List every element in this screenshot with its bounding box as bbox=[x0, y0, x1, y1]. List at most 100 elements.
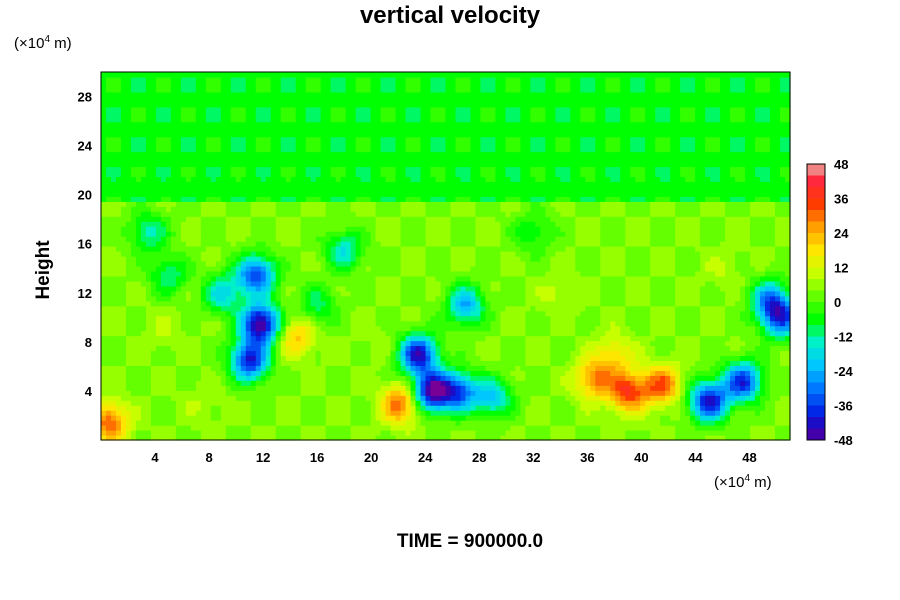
heatmap-cell bbox=[255, 156, 262, 163]
heatmap-cell bbox=[390, 146, 397, 153]
heatmap-cell bbox=[195, 191, 202, 197]
heatmap-cell bbox=[360, 380, 367, 386]
heatmap-cell bbox=[135, 131, 142, 138]
heatmap-cell bbox=[200, 111, 207, 118]
heatmap-cell bbox=[335, 425, 342, 431]
heatmap-cell bbox=[170, 176, 177, 182]
heatmap-cell bbox=[260, 330, 267, 337]
heatmap-cell bbox=[265, 380, 272, 386]
heatmap-cell bbox=[120, 365, 127, 371]
heatmap-cell bbox=[220, 285, 227, 292]
heatmap-cell bbox=[155, 275, 162, 282]
heatmap-cell bbox=[105, 166, 112, 173]
heatmap-cell bbox=[105, 355, 112, 362]
heatmap-cell bbox=[120, 161, 127, 168]
heatmap-cell bbox=[330, 315, 337, 322]
heatmap-cell bbox=[280, 181, 287, 187]
heatmap-cell bbox=[105, 116, 112, 123]
heatmap-cell bbox=[130, 395, 137, 401]
heatmap-cell bbox=[360, 111, 367, 118]
heatmap-cell bbox=[110, 405, 117, 411]
heatmap-cell bbox=[430, 295, 437, 302]
heatmap-cell bbox=[330, 256, 337, 262]
heatmap-cell bbox=[330, 280, 337, 287]
heatmap-cell bbox=[101, 300, 107, 307]
heatmap-cell bbox=[170, 405, 177, 411]
heatmap-cell bbox=[420, 151, 427, 158]
heatmap-cell bbox=[185, 335, 192, 342]
heatmap-cell bbox=[285, 221, 292, 227]
heatmap-cell bbox=[210, 405, 217, 411]
heatmap-cell bbox=[290, 136, 297, 143]
heatmap-cell bbox=[425, 121, 432, 128]
heatmap-cell bbox=[130, 86, 137, 93]
heatmap-cell bbox=[285, 260, 292, 267]
heatmap-cell bbox=[225, 121, 232, 128]
heatmap-cell bbox=[360, 76, 367, 83]
heatmap-cell bbox=[430, 72, 437, 78]
heatmap-cell bbox=[265, 246, 272, 252]
heatmap-cell bbox=[260, 260, 267, 267]
heatmap-cell bbox=[150, 256, 157, 262]
heatmap-cell bbox=[400, 355, 407, 362]
x-unit-exponent: 4 bbox=[744, 473, 751, 484]
heatmap-cell bbox=[101, 241, 107, 247]
heatmap-cell bbox=[335, 166, 342, 173]
heatmap-cell bbox=[215, 295, 222, 302]
heatmap-cell bbox=[290, 360, 297, 366]
heatmap-cell bbox=[180, 300, 187, 307]
heatmap-cell bbox=[205, 380, 212, 386]
heatmap-cell bbox=[101, 246, 107, 252]
heatmap-cell bbox=[260, 355, 267, 362]
heatmap-cell bbox=[275, 181, 282, 187]
heatmap-cell bbox=[225, 265, 232, 272]
heatmap-cell bbox=[230, 216, 237, 222]
heatmap-cell bbox=[110, 201, 117, 207]
heatmap-cell bbox=[145, 76, 152, 83]
heatmap-cell bbox=[285, 101, 292, 108]
heatmap-cell bbox=[390, 300, 397, 307]
heatmap-cell bbox=[345, 320, 352, 327]
heatmap-cell bbox=[230, 265, 237, 272]
heatmap-cell bbox=[405, 375, 412, 381]
heatmap-cell bbox=[370, 106, 377, 113]
heatmap-cell bbox=[215, 390, 222, 396]
heatmap-cell bbox=[265, 191, 272, 197]
heatmap-cell bbox=[300, 365, 307, 371]
heatmap-cell bbox=[255, 186, 262, 192]
heatmap-cell bbox=[405, 365, 412, 371]
heatmap-cell bbox=[395, 315, 402, 322]
heatmap-cell bbox=[230, 131, 237, 138]
heatmap-cell bbox=[130, 191, 137, 197]
heatmap-cell bbox=[170, 81, 177, 88]
heatmap-cell bbox=[101, 91, 107, 98]
heatmap-cell bbox=[335, 305, 342, 312]
heatmap-cell bbox=[120, 256, 127, 262]
heatmap-cell bbox=[160, 395, 167, 401]
heatmap-cell bbox=[270, 151, 277, 158]
heatmap-cell bbox=[355, 425, 362, 431]
heatmap-cell bbox=[110, 370, 117, 376]
heatmap-cell bbox=[360, 86, 367, 93]
heatmap-cell bbox=[355, 236, 362, 242]
heatmap-cell bbox=[320, 176, 327, 182]
heatmap-cell bbox=[380, 241, 387, 247]
heatmap-cell bbox=[350, 405, 357, 411]
heatmap-cell bbox=[125, 136, 132, 143]
heatmap-cell bbox=[400, 241, 407, 247]
heatmap-cell bbox=[375, 101, 382, 108]
heatmap-cell bbox=[120, 186, 127, 192]
heatmap-cell bbox=[105, 176, 112, 182]
heatmap-cell bbox=[250, 161, 257, 168]
heatmap-cell bbox=[400, 310, 407, 317]
heatmap-cell bbox=[220, 246, 227, 252]
heatmap-cell bbox=[145, 360, 152, 366]
heatmap-cell bbox=[101, 191, 107, 197]
heatmap-cell bbox=[345, 425, 352, 431]
heatmap-cell bbox=[265, 340, 272, 347]
heatmap-cell bbox=[425, 186, 432, 192]
heatmap-cell bbox=[125, 410, 132, 416]
heatmap-cell bbox=[170, 290, 177, 297]
heatmap-cell bbox=[290, 186, 297, 192]
heatmap-cell bbox=[265, 435, 272, 441]
